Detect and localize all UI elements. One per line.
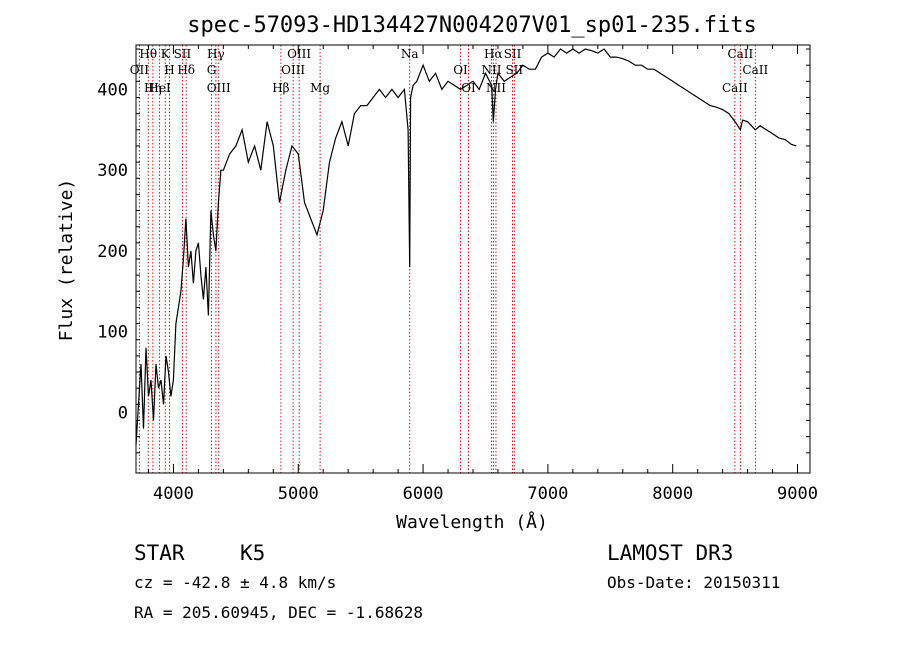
y-tick-label: 200 [97, 242, 128, 262]
emission-line-label: Na [401, 47, 419, 61]
emission-line-label: CaII [742, 63, 768, 77]
emission-line-label: Mg [310, 81, 330, 95]
chart-title: spec-57093-HD134427N004207V01_sp01-235.f… [187, 13, 757, 38]
y-axis-ticks: 0 100 200 300 400 [97, 48, 810, 454]
x-tick-label: 5000 [278, 484, 319, 504]
object-class: STAR [134, 541, 185, 565]
emission-line-label: Hδ [177, 63, 195, 77]
emission-line-labels: Hθ OII Hη KH HeI SII Hδ OIII Hγ G Hβ OIII OIII Mg Na OI… [130, 47, 769, 95]
emission-line-label: SII [504, 47, 522, 61]
x-axis-label: Wavelength (Å) [396, 511, 548, 533]
emission-line-label: OIII [207, 81, 231, 95]
emission-line-label: CaII [727, 47, 753, 61]
emission-line-label: Hθ [139, 47, 157, 61]
x-tick-label: 7000 [527, 484, 568, 504]
y-tick-label: 0 [118, 403, 128, 423]
observation-date: Obs-Date: 20150311 [607, 573, 780, 592]
x-tick-label: 9000 [777, 484, 818, 504]
x-tick-label: 6000 [403, 484, 444, 504]
emission-line-label: OIII [287, 47, 311, 61]
emission-line-label: CaII [722, 81, 748, 95]
y-tick-label: 100 [97, 323, 128, 343]
y-tick-label: 300 [97, 161, 128, 181]
emission-line-label: Hα [484, 47, 503, 61]
emission-line-label: SII [174, 47, 192, 61]
survey-name: LAMOST DR3 [607, 541, 733, 565]
x-axis-ticks: 4000 5000 6000 7000 8000 9000 [147, 45, 818, 504]
emission-line-label: Hβ [272, 81, 289, 95]
spectrum-line [135, 48, 797, 445]
emission-line-label: HeI [148, 81, 171, 95]
coordinates: RA = 205.60945, DEC = -1.68628 [134, 603, 423, 622]
emission-line-markers [138, 45, 756, 473]
y-axis-label: Flux (relative) [56, 179, 77, 342]
x-tick-label: 4000 [153, 484, 194, 504]
emission-line-label: OII [130, 63, 150, 77]
emission-line-label: OI [461, 81, 476, 95]
emission-line-label: G [207, 63, 217, 77]
emission-line-label: OIII [281, 63, 305, 77]
emission-line-label: OI [453, 63, 468, 77]
emission-line-label: NII [481, 63, 501, 77]
emission-line-label: Hη [144, 81, 162, 95]
emission-line-label: K [161, 47, 171, 61]
emission-line-label: Hγ [207, 47, 225, 61]
emission-line-label: H [164, 63, 174, 77]
emission-line-label: SII [505, 63, 523, 77]
object-subclass: K5 [240, 541, 265, 565]
y-tick-label: 400 [97, 80, 128, 100]
redshift-cz: cz = -42.8 ± 4.8 km/s [134, 573, 336, 592]
x-tick-label: 8000 [652, 484, 693, 504]
plot-frame [135, 44, 811, 474]
